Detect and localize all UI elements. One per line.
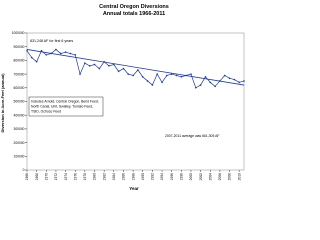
- data-point: [30, 56, 33, 59]
- data-point: [79, 73, 82, 76]
- x-tick-label: 1998: [180, 173, 184, 181]
- x-tick-label: 2010: [237, 173, 241, 181]
- x-tick-label: 1974: [64, 173, 68, 181]
- data-point: [88, 64, 91, 67]
- x-tick-label: 1992: [151, 173, 155, 181]
- data-point: [117, 70, 120, 73]
- data-point: [112, 63, 115, 66]
- y-tick-label: 600000: [13, 86, 24, 90]
- x-tick-label: 1976: [73, 173, 77, 181]
- y-tick-label: 100000: [13, 155, 24, 159]
- data-point: [214, 85, 217, 88]
- x-tick-label: 1970: [44, 173, 48, 181]
- y-tick-label: 0: [23, 168, 25, 172]
- x-tick-label: 1988: [131, 173, 135, 181]
- data-point: [40, 49, 43, 52]
- data-point: [233, 78, 236, 81]
- x-tick-label: 1986: [122, 173, 126, 181]
- x-tick-label: 2002: [199, 173, 203, 181]
- data-point: [141, 75, 144, 78]
- data-point: [83, 62, 86, 65]
- y-tick-label: 500000: [13, 100, 24, 104]
- data-point: [122, 67, 125, 70]
- data-point: [107, 64, 110, 67]
- y-tick-label: 700000: [13, 72, 24, 76]
- x-tick-label: 1990: [141, 173, 145, 181]
- trend-line: [26, 49, 245, 86]
- x-tick-label: 2006: [218, 173, 222, 181]
- y-axis-label: Diversion in Acre-Feet (annual): [0, 73, 5, 133]
- annotation: 2007-2011 average was 661,305 AF: [165, 134, 219, 138]
- x-tick-label: 1996: [170, 173, 174, 181]
- chart-subtitle: Annual totals 1966-2011: [103, 11, 165, 17]
- x-tick-label: 1966: [25, 173, 29, 181]
- data-point: [98, 67, 101, 70]
- x-tick-label: 1982: [102, 173, 106, 181]
- note-line: North Canal, Unit, Swalley, Tumalo Feed,: [31, 105, 93, 109]
- data-point: [175, 74, 178, 77]
- data-point: [228, 77, 231, 80]
- y-tick-label: 900000: [13, 45, 24, 49]
- data-point: [180, 75, 183, 78]
- data-point: [156, 73, 159, 76]
- data-point: [127, 73, 130, 76]
- x-tick-label: 1978: [83, 173, 87, 181]
- x-tick-label: 1968: [35, 173, 39, 181]
- annotation: 831,248 AF for first 6 years: [30, 39, 73, 43]
- x-tick-label: 1994: [160, 173, 164, 181]
- data-point: [69, 52, 72, 55]
- x-tick-label: 1972: [54, 173, 58, 181]
- x-tick-label: 2008: [228, 173, 232, 181]
- data-point: [45, 53, 48, 56]
- data-point: [132, 74, 135, 77]
- note-line: TSID, Ochoco Feed: [31, 110, 61, 114]
- data-point: [35, 60, 38, 63]
- data-point: [59, 52, 62, 55]
- data-point: [54, 48, 57, 51]
- data-point: [146, 79, 149, 82]
- y-tick-label: 1000000: [12, 31, 25, 35]
- chart-title: Central Oregon Diversions: [99, 4, 169, 10]
- data-line: [26, 48, 245, 89]
- data-point: [199, 84, 202, 87]
- chart: Central Oregon Diversions Annual totals …: [0, 4, 245, 191]
- data-point: [161, 81, 164, 84]
- data-point: [209, 81, 212, 84]
- data-point: [136, 68, 139, 71]
- data-point: [204, 75, 207, 78]
- data-point: [64, 51, 67, 54]
- data-point: [223, 74, 226, 77]
- y-tick-label: 200000: [13, 141, 24, 145]
- x-tick-label: 1980: [93, 173, 97, 181]
- data-point: [194, 86, 197, 89]
- x-tick-label: 2004: [208, 173, 212, 181]
- y-tick-label: 400000: [13, 113, 24, 117]
- data-point: [243, 79, 245, 82]
- data-point: [165, 74, 168, 77]
- y-tick-label: 800000: [13, 59, 24, 63]
- note-line: Includes Arnold, Central Oregon, Bend Fe…: [31, 100, 99, 104]
- data-point: [26, 49, 28, 52]
- y-tick-label: 300000: [13, 127, 24, 131]
- x-tick-label: 1984: [112, 173, 116, 181]
- data-point: [238, 81, 241, 84]
- data-point: [93, 63, 96, 66]
- data-point: [151, 84, 154, 87]
- data-point: [74, 53, 77, 56]
- note-box: [28, 96, 104, 117]
- data-point: [189, 73, 192, 76]
- x-axis-label: Year: [129, 186, 139, 191]
- x-tick-label: 2000: [189, 173, 193, 181]
